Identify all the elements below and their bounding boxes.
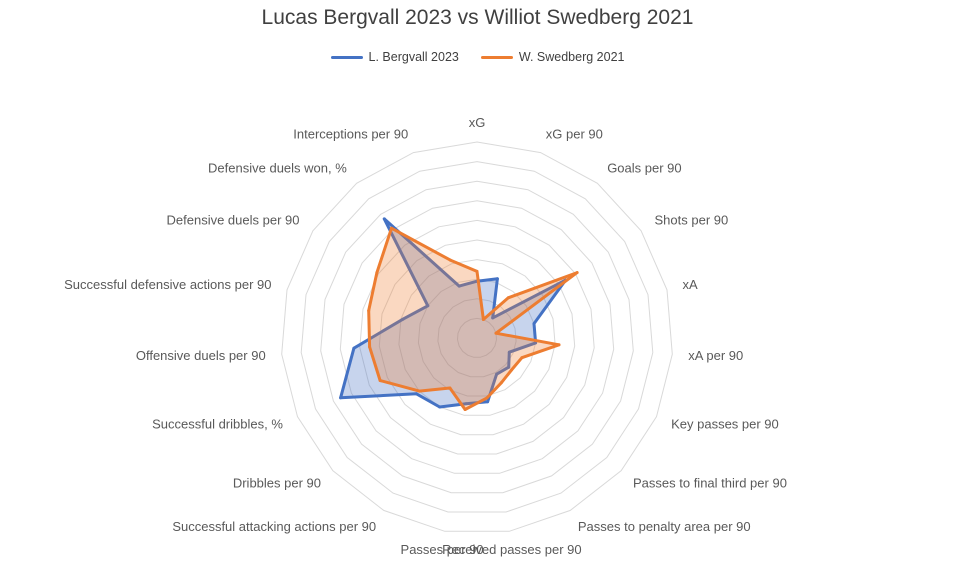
data-point <box>494 331 498 335</box>
grid-ring <box>437 298 517 378</box>
legend-label-series-2: W. Swedberg 2021 <box>518 50 625 64</box>
data-point <box>438 405 442 409</box>
category-label: xG per 90 <box>546 127 603 142</box>
category-label: Goals per 90 <box>607 160 681 175</box>
data-point <box>457 284 461 288</box>
data-point <box>491 316 495 320</box>
data-point <box>486 400 490 404</box>
category-label: Key passes per 90 <box>671 416 779 431</box>
data-point <box>401 317 405 321</box>
category-label: Shots per 90 <box>655 212 729 227</box>
data-point <box>463 408 467 411</box>
grid-ring <box>300 161 654 513</box>
data-point <box>495 372 499 376</box>
data-point <box>575 271 579 275</box>
data-point <box>426 304 430 308</box>
category-label: Passes to final third per 90 <box>633 476 787 491</box>
category-label: xA <box>683 277 699 292</box>
data-point <box>495 277 499 281</box>
data-point <box>352 346 356 350</box>
data-point <box>464 402 468 406</box>
category-label: Successful dribbles, % <box>152 416 283 431</box>
grid-ring <box>398 259 556 416</box>
data-point <box>532 322 536 326</box>
grid-ring <box>456 317 498 358</box>
legend-item-series-1[interactable]: L. Bergvall 2023 <box>330 50 459 64</box>
data-point <box>414 392 418 396</box>
legend-item-series-2[interactable]: W. Swedberg 2021 <box>480 50 625 64</box>
legend-swatch-series-1 <box>330 55 363 59</box>
category-label: xA per 90 <box>688 348 743 363</box>
data-point <box>557 343 561 347</box>
grid-ring <box>339 200 615 474</box>
data-point <box>475 269 479 273</box>
category-label: Passes to penalty area per 90 <box>578 519 751 534</box>
data-point <box>417 389 421 393</box>
legend-label-series-1: L. Bergvall 2023 <box>368 50 459 64</box>
data-point <box>339 396 343 400</box>
data-point <box>520 356 524 360</box>
data-point <box>448 258 452 262</box>
data-point <box>375 271 379 275</box>
data-point <box>507 350 511 354</box>
data-point <box>378 379 382 382</box>
data-point <box>382 217 386 221</box>
category-label: Defensive duels per 90 <box>167 212 300 227</box>
data-point <box>507 365 511 369</box>
grid-ring <box>378 239 576 436</box>
category-label: Dribbles per 90 <box>233 476 321 491</box>
legend: L. Bergvall 2023 W. Swedberg 2021 <box>0 50 955 64</box>
chart-title: Lucas Bergvall 2023 vs Williot Swedberg … <box>261 6 694 29</box>
data-point <box>506 296 510 300</box>
data-point <box>448 386 452 390</box>
grid-ring <box>281 141 673 532</box>
category-label: Passes per 90 <box>401 542 484 557</box>
category-label: Successful attacking actions per 90 <box>172 519 376 534</box>
data-point <box>367 309 371 313</box>
category-label: Received passes per 90 <box>442 542 581 557</box>
data-point <box>481 318 485 321</box>
data-point <box>485 396 489 400</box>
legend-swatch-series-2 <box>480 55 513 59</box>
data-point <box>390 226 393 230</box>
category-label: Defensive duels won, % <box>208 160 347 175</box>
series-line-2 <box>367 226 579 411</box>
category-label: Interceptions per 90 <box>293 127 408 142</box>
grid-ring <box>320 180 634 494</box>
category-label: Successful defensive actions per 90 <box>64 277 271 292</box>
data-point <box>499 381 503 385</box>
data-point <box>510 368 514 372</box>
data-point <box>368 345 372 349</box>
category-label: xG <box>469 115 486 130</box>
category-label: Offensive duels per 90 <box>136 348 266 363</box>
